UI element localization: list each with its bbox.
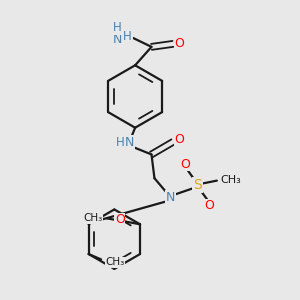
Text: O: O <box>175 38 184 50</box>
Text: N: N <box>166 191 176 204</box>
Text: H: H <box>123 30 132 43</box>
Text: N: N <box>113 33 122 46</box>
Text: CH₃: CH₃ <box>221 175 242 185</box>
Text: CH₃: CH₃ <box>83 213 103 224</box>
Text: O: O <box>175 133 184 146</box>
Text: O: O <box>205 200 214 212</box>
Text: H: H <box>116 136 125 149</box>
Text: N: N <box>124 136 134 149</box>
Text: S: S <box>193 178 202 192</box>
Text: CH₃: CH₃ <box>106 257 125 267</box>
Text: O: O <box>115 213 125 226</box>
Text: O: O <box>181 158 190 171</box>
Text: H: H <box>113 21 122 34</box>
